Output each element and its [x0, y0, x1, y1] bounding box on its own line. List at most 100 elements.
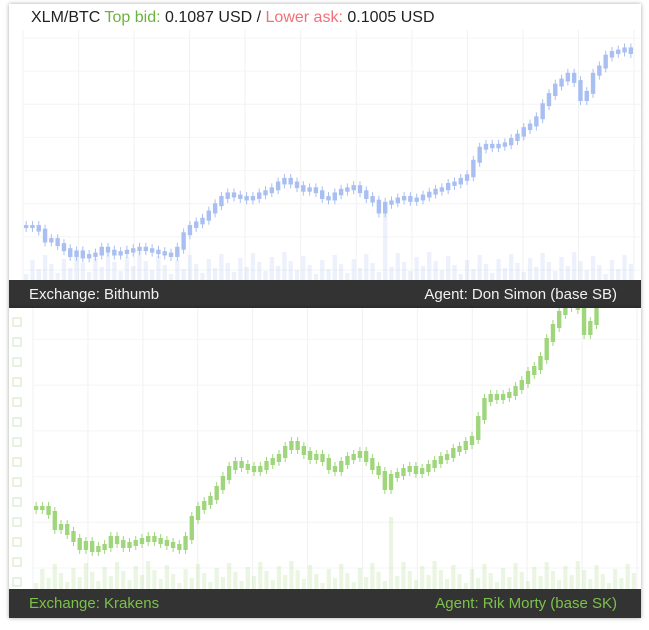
candle: [559, 78, 564, 87]
candle: [496, 143, 501, 149]
candle: [233, 461, 238, 470]
candle: [370, 458, 375, 470]
candle: [195, 506, 201, 520]
price-chart-bithumb[interactable]: [9, 30, 641, 280]
volume-bar: [52, 564, 57, 589]
volume-bar: [46, 578, 51, 589]
volume-bar: [427, 252, 432, 280]
volume-bar: [219, 254, 224, 280]
candle: [622, 47, 627, 53]
volume-bar: [320, 260, 325, 280]
candle: [471, 159, 476, 178]
pair-label: XLM/BTC: [31, 9, 101, 26]
candle: [187, 225, 193, 236]
toolbar-tool-icon: [12, 317, 22, 327]
volume-bar: [407, 571, 412, 589]
candle: [239, 461, 244, 468]
candle: [401, 468, 406, 476]
volume-bar: [258, 562, 263, 589]
volume-bar: [127, 580, 132, 589]
candle: [46, 506, 51, 515]
volume-bar: [625, 564, 630, 589]
volume-bar: [420, 266, 426, 280]
candle: [463, 441, 468, 450]
volume-bar: [177, 583, 182, 589]
volume-bar: [364, 254, 369, 280]
candle: [202, 501, 207, 510]
volume-bar: [121, 571, 126, 589]
volume-bar: [622, 255, 627, 280]
volume-bar: [507, 577, 512, 589]
volume-bar: [494, 582, 500, 589]
volume-bar: [93, 258, 98, 280]
candle: [597, 65, 602, 76]
candle: [269, 187, 275, 194]
volume-bar: [314, 574, 319, 589]
candle: [544, 338, 549, 360]
candle: [244, 196, 249, 201]
volume-bar: [496, 259, 501, 280]
candlestick-svg: [12, 308, 641, 589]
candle: [438, 456, 444, 464]
candle: [83, 541, 89, 550]
candle: [414, 197, 419, 202]
volume-bar: [251, 576, 257, 589]
volume-bar: [301, 256, 306, 280]
agent-label: Agent: Don Simon (base SB): [424, 286, 617, 303]
candle: [515, 133, 520, 141]
candle: [65, 524, 70, 535]
candle: [407, 466, 412, 472]
volume-bar: [183, 569, 188, 589]
volume-bar: [553, 271, 558, 280]
candle: [112, 249, 117, 256]
candle: [389, 200, 394, 205]
volume-bar: [270, 580, 275, 589]
volume-bar: [326, 569, 331, 589]
candle: [345, 456, 350, 465]
candle: [181, 232, 186, 250]
volume-bar: [244, 267, 249, 280]
candle: [534, 116, 539, 127]
candle: [419, 468, 425, 474]
volume-bar: [613, 569, 618, 589]
volume-bar: [175, 260, 180, 280]
candle: [571, 72, 577, 83]
volume-bar: [195, 564, 201, 589]
volume-bar: [490, 273, 495, 280]
volume-bar: [464, 260, 470, 280]
candle: [338, 188, 344, 196]
volume-bar: [631, 573, 636, 589]
candle: [80, 250, 86, 259]
volume-bar: [112, 262, 117, 280]
volume-bar: [283, 575, 288, 589]
volume-bar: [269, 257, 274, 280]
volume-bar: [569, 575, 574, 589]
exchange-label: Exchange: Krakens: [29, 595, 160, 612]
candle: [257, 192, 262, 199]
volume-bar: [509, 254, 514, 280]
candle: [258, 466, 263, 472]
toolbar-tool-icon: [12, 477, 22, 487]
volume-bar: [264, 571, 269, 589]
candle: [609, 51, 615, 58]
candle: [288, 177, 293, 185]
candle: [502, 142, 508, 147]
volume-bar: [578, 261, 583, 280]
volume-bar: [388, 517, 394, 589]
volume-bar: [139, 575, 145, 589]
volume-bar: [36, 269, 41, 280]
candle: [194, 221, 199, 228]
candle: [603, 54, 608, 69]
volume-bar: [458, 274, 463, 280]
top-bid-label: Top bid:: [104, 9, 161, 26]
price-chart-krakens[interactable]: [9, 308, 641, 589]
candle: [357, 451, 363, 458]
volume-bar: [532, 567, 537, 589]
volume-bar: [320, 583, 325, 589]
volume-bar: [225, 263, 230, 280]
candle: [264, 461, 269, 470]
candle: [276, 454, 282, 462]
candle: [477, 146, 482, 163]
volume-bar: [263, 271, 268, 280]
volume-bar: [162, 265, 167, 280]
